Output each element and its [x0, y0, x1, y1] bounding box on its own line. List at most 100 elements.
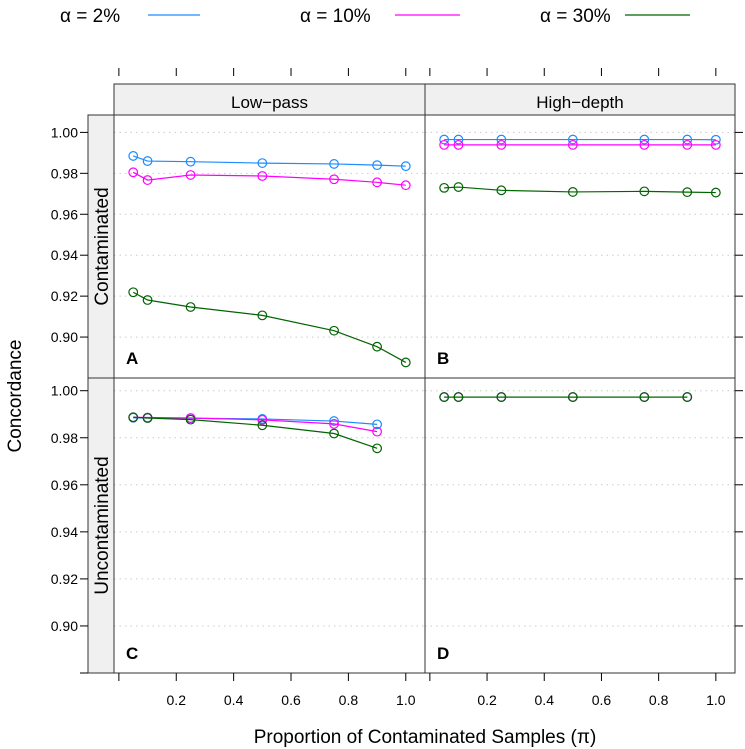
- data-point: [453, 134, 464, 145]
- data-point: [639, 134, 650, 145]
- panel-border: [424, 114, 736, 379]
- data-point: [257, 310, 268, 321]
- data-point: [142, 175, 153, 185]
- data-point: [128, 412, 139, 423]
- legend-label: α = 2%: [60, 6, 120, 27]
- data-point: [128, 167, 139, 178]
- data-point: [257, 171, 268, 181]
- y-tick-label: 0.94: [51, 247, 78, 263]
- data-point: [257, 158, 268, 168]
- data-point: [329, 428, 339, 439]
- y-tick-label: 1.00: [51, 383, 78, 399]
- y-tick-label: 0.92: [51, 288, 78, 304]
- data-point: [329, 159, 339, 169]
- y-tick-label: 0.96: [51, 477, 78, 493]
- data-point: [567, 134, 578, 145]
- x-axis-title: Proportion of Contaminated Samples (π): [254, 727, 597, 748]
- y-axis-title: Concordance: [5, 339, 26, 452]
- series-line-2: [132, 171, 406, 186]
- data-point: [639, 392, 650, 402]
- series-line-3: [133, 416, 378, 449]
- data-point: [185, 302, 196, 312]
- data-point: [329, 325, 339, 336]
- data-point: [329, 416, 339, 426]
- data-point: [710, 187, 721, 198]
- data-point: [496, 139, 507, 150]
- row-strip: [87, 377, 115, 674]
- data-point: [185, 170, 196, 180]
- row-strip-label: Uncontaminated: [92, 456, 113, 594]
- panel-border: [113, 377, 426, 674]
- x-tick-label: 0.4: [535, 692, 555, 708]
- data-point: [496, 185, 507, 196]
- data-point: [567, 392, 578, 402]
- data-point: [185, 156, 196, 167]
- y-tick-label: 0.92: [51, 571, 78, 587]
- x-tick-label: 1.0: [396, 692, 416, 708]
- data-point: [496, 392, 507, 402]
- y-tick-label: 1.00: [51, 124, 78, 140]
- data-point: [682, 392, 693, 402]
- panel-label: C: [126, 644, 138, 663]
- x-tick-label: 0.6: [281, 692, 301, 708]
- data-point: [329, 174, 339, 185]
- data-point: [400, 180, 411, 191]
- row-strip: [87, 114, 115, 379]
- y-tick-label: 0.98: [51, 430, 78, 446]
- column-strip: [113, 83, 426, 116]
- column-strip-label: High−depth: [536, 93, 623, 112]
- x-tick-label: 0.4: [224, 692, 244, 708]
- data-point: [439, 392, 450, 402]
- data-point: [372, 177, 382, 188]
- data-point: [142, 156, 153, 166]
- panel-border: [113, 114, 426, 379]
- panel-label: A: [126, 349, 138, 368]
- series-line-3: [132, 291, 407, 363]
- x-tick-label: 0.2: [167, 692, 187, 708]
- data-point: [682, 134, 693, 145]
- data-point: [142, 295, 153, 305]
- data-point: [372, 341, 382, 352]
- x-tick-label: 0.6: [592, 692, 612, 708]
- data-point: [710, 139, 721, 150]
- data-point: [453, 182, 464, 192]
- panel-border: [424, 377, 736, 674]
- data-point: [453, 139, 464, 150]
- column-strip-label: Low−pass: [231, 93, 308, 112]
- data-point: [439, 134, 450, 145]
- series-line-1: [133, 155, 406, 167]
- data-point: [329, 418, 339, 429]
- data-point: [372, 443, 382, 454]
- data-point: [128, 287, 139, 298]
- legend-label: α = 30%: [540, 6, 611, 27]
- y-tick-label: 0.90: [51, 618, 78, 634]
- y-tick-label: 0.94: [51, 524, 78, 540]
- data-point: [496, 134, 507, 145]
- y-tick-label: 0.98: [51, 165, 78, 181]
- data-point: [710, 134, 721, 145]
- x-tick-label: 1.0: [706, 692, 726, 708]
- data-point: [453, 392, 464, 402]
- data-point: [682, 187, 693, 198]
- y-tick-label: 0.96: [51, 206, 78, 222]
- data-point: [128, 151, 139, 161]
- data-point: [257, 420, 268, 431]
- legend-label: α = 10%: [300, 6, 371, 27]
- x-tick-label: 0.2: [477, 692, 497, 708]
- x-tick-label: 0.8: [339, 692, 359, 708]
- series-line-3: [444, 186, 716, 194]
- y-tick-label: 0.90: [51, 329, 78, 345]
- data-point: [439, 182, 450, 193]
- data-point: [567, 139, 578, 150]
- data-point: [372, 419, 382, 430]
- column-strip: [424, 83, 736, 116]
- data-point: [400, 357, 411, 368]
- data-point: [142, 413, 153, 423]
- data-point: [439, 139, 450, 150]
- data-point: [372, 160, 382, 171]
- panel-label: B: [437, 349, 449, 368]
- data-point: [639, 139, 650, 150]
- row-strip-label: Contaminated: [92, 187, 113, 305]
